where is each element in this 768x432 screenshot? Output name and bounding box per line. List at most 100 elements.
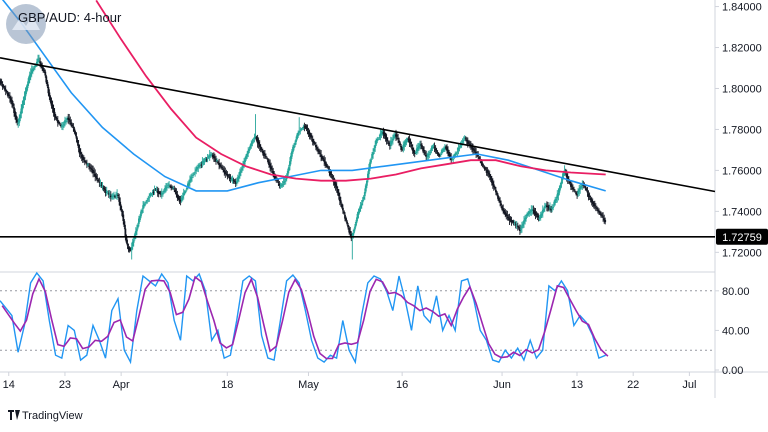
candle-body: [171, 187, 174, 188]
candle-body: [341, 204, 343, 208]
candle-body: [112, 195, 114, 197]
brand-footer[interactable]: TradingView: [8, 410, 83, 422]
candle-body: [407, 138, 410, 141]
candle-body: [529, 212, 532, 213]
candle-body: [238, 175, 240, 179]
candle-body: [155, 189, 158, 190]
candle-body: [207, 156, 210, 158]
candle-body: [251, 141, 254, 144]
candle-body: [439, 154, 442, 155]
candle-body: [145, 201, 148, 203]
candle-body: [1, 83, 4, 88]
candle-body: [188, 182, 190, 185]
candle-body: [402, 145, 405, 149]
sma-fast-line: [1, 0, 606, 192]
candle-body: [307, 130, 310, 135]
candle-body: [14, 111, 16, 117]
candle-body: [461, 141, 464, 143]
candle-body: [523, 220, 525, 224]
candle-body: [140, 211, 142, 217]
candle-body: [181, 196, 184, 198]
candle-body: [247, 150, 250, 154]
candle-body: [475, 152, 477, 154]
candle-body: [306, 128, 309, 130]
candle-body: [281, 184, 284, 185]
candle-body: [194, 171, 196, 173]
candle-body: [301, 128, 304, 130]
candle-body: [31, 68, 34, 72]
candle-body: [599, 212, 601, 214]
candle-body: [465, 139, 468, 142]
candle-body: [0, 82, 3, 83]
candle-body: [408, 139, 411, 143]
candle-body: [345, 218, 347, 221]
candle-body: [315, 145, 317, 148]
candle-body: [86, 163, 88, 165]
price-pane[interactable]: 1.84000 1.82000 1.80000 1.78000 1.76000 1.740…: [0, 0, 768, 260]
candle-body: [433, 146, 436, 148]
candle-body: [462, 140, 465, 141]
candle-body: [516, 226, 519, 228]
candle-body: [432, 145, 435, 147]
candle-body: [383, 132, 386, 137]
candle-body: [385, 137, 388, 141]
candle-body: [261, 151, 264, 154]
candle-body: [360, 203, 363, 206]
candle-body: [397, 137, 399, 140]
candle-body: [435, 150, 438, 152]
time-tick-label: 23: [59, 379, 71, 391]
candle-body: [501, 206, 504, 210]
candle-body: [266, 157, 268, 159]
brand-name[interactable]: TradingView: [22, 410, 83, 422]
candle-body: [444, 147, 446, 149]
candle-body: [414, 152, 417, 153]
candle-body: [98, 181, 101, 183]
candle-body: [158, 192, 161, 194]
candle-body: [141, 209, 143, 213]
candle-body: [124, 228, 127, 237]
candle-body: [134, 231, 137, 236]
candle-body: [244, 159, 246, 162]
candle-body: [311, 138, 314, 143]
candle-body: [449, 154, 451, 159]
candle-body: [100, 184, 103, 186]
candle-body: [114, 196, 116, 197]
candle-body: [231, 179, 234, 181]
candle-body: [524, 218, 526, 222]
candle-body: [447, 149, 449, 154]
candle-body: [580, 186, 583, 188]
candle-body: [236, 177, 239, 181]
candle-body: [58, 123, 61, 125]
candle-body: [316, 147, 318, 149]
candle-body: [18, 117, 21, 123]
candle-body: [471, 146, 473, 149]
candle-body: [472, 148, 474, 150]
candle-body: [256, 139, 259, 144]
candle-body: [292, 146, 294, 152]
candle-body: [199, 164, 202, 166]
candle-body: [201, 161, 204, 164]
candle-body: [203, 161, 206, 162]
candle-body: [4, 89, 7, 92]
candle-body: [230, 179, 233, 180]
candle-body: [174, 190, 177, 193]
candle-body: [297, 132, 300, 136]
candle-body: [474, 150, 476, 152]
candle-body: [409, 142, 412, 144]
candle-body: [468, 142, 470, 144]
candle-body: [39, 61, 41, 64]
candle-body: [25, 87, 28, 93]
candle-body: [107, 193, 110, 195]
candle-body: [558, 188, 561, 193]
candle-body: [156, 190, 159, 194]
candle-body: [358, 208, 361, 212]
stochastic-pane[interactable]: 80.00 40.00 0.00: [0, 271, 750, 377]
candle-body: [0, 80, 2, 84]
candle-body: [448, 152, 450, 156]
time-tick-label: Apr: [113, 379, 130, 391]
candle-body: [546, 205, 548, 207]
candle-body: [326, 165, 329, 168]
candle-body: [346, 221, 348, 224]
candle-body: [179, 200, 182, 202]
